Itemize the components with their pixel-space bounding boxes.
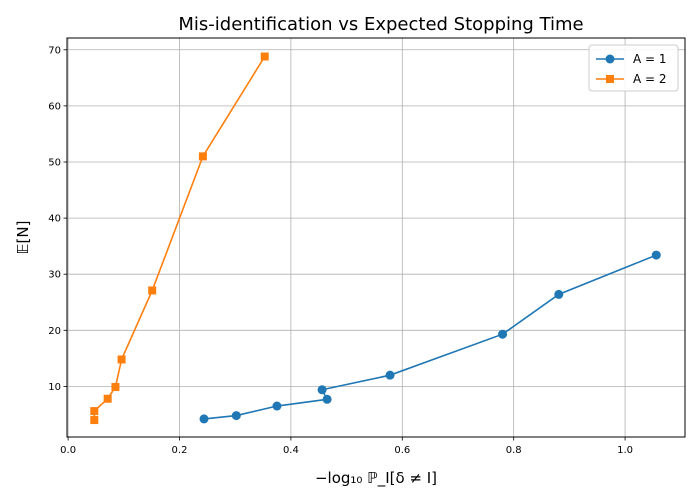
y-tick-label: 40 [48, 214, 61, 225]
series-lines [90, 52, 661, 425]
series-2-point [90, 416, 99, 425]
y-tick-label: 60 [48, 101, 61, 112]
y-tick-label: 70 [48, 45, 61, 56]
series-1-point [231, 411, 241, 421]
grid [67, 38, 685, 437]
series-2 [90, 52, 269, 425]
legend-marker-1 [605, 54, 615, 64]
series-2-point [111, 382, 120, 391]
series-1 [199, 250, 661, 424]
series-1-point [385, 370, 395, 380]
y-tick-label: 50 [48, 157, 61, 168]
series-2-point [148, 286, 157, 295]
y-axis-ticks: 10 20 30 40 50 60 70 [48, 45, 67, 393]
x-tick-label: 0.4 [283, 445, 299, 456]
series-2-point [198, 152, 207, 161]
chart-title: Mis-identification vs Expected Stopping … [178, 14, 583, 35]
y-tick-label: 10 [48, 382, 61, 393]
y-axis-label: 𝔼[N] [14, 221, 32, 255]
series-2-point [90, 407, 99, 416]
x-axis-ticks: 0.0 0.2 0.4 0.6 0.8 1.0 [60, 437, 633, 456]
series-1-point [199, 414, 209, 424]
series-1-point [651, 250, 661, 260]
legend-marker-2 [606, 75, 614, 83]
series-1-point [498, 329, 508, 339]
series-1-point [322, 394, 332, 404]
series-1-point [554, 289, 564, 299]
series-2-point [260, 52, 269, 61]
series-2-point [103, 394, 112, 403]
x-tick-label: 1.0 [617, 445, 633, 456]
x-tick-label: 0.8 [506, 445, 522, 456]
y-tick-label: 20 [48, 326, 61, 337]
series-1-point [317, 385, 327, 395]
plot-frame [66, 37, 686, 438]
y-tick-label: 30 [48, 270, 61, 281]
series-1-line [203, 254, 657, 420]
legend-label-2: A = 2 [633, 72, 667, 86]
x-tick-label: 0.2 [172, 445, 188, 456]
x-tick-label: 0.0 [60, 445, 76, 456]
legend: A = 1 A = 2 [588, 44, 679, 92]
x-axis-label: −log₁₀ ℙ_I[δ ≠ I] [315, 469, 437, 488]
legend-label-1: A = 1 [633, 52, 667, 66]
series-1-point [272, 401, 282, 411]
series-2-point [117, 355, 126, 364]
x-tick-label: 0.6 [394, 445, 410, 456]
